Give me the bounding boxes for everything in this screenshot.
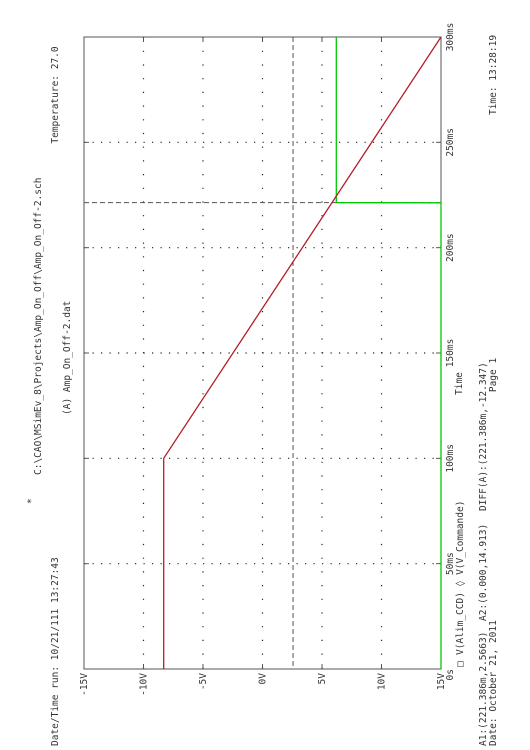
x-tick-label-6: 300ms xyxy=(445,23,456,52)
x-axis-label: Time xyxy=(454,372,465,395)
temperature: Temperature: 27.0 xyxy=(50,46,61,144)
header-run-group: Date/Time run: 10/21/111 13:27:43 xyxy=(50,557,61,746)
legend-marker-green: □ xyxy=(455,661,466,667)
y-tick-label-group-1: 10V xyxy=(377,673,388,690)
y-tick-label-0: 15V xyxy=(436,673,447,690)
x-tick-label-group-3: 150ms xyxy=(445,339,456,368)
legend-group: □ V(Alim_CCD) ◊ V(V_Commande) xyxy=(455,501,466,667)
x-tick-label-1: 50ms xyxy=(445,552,456,575)
ticks xyxy=(83,36,442,670)
y-tick-label-2: 5V xyxy=(317,673,328,685)
legend-text: V(Alim_CCD) ◊ V(V_Commande) xyxy=(455,501,466,655)
header-temp-group: Temperature: 27.0 xyxy=(50,46,61,144)
x-tick-label-group-4: 200ms xyxy=(445,233,456,262)
run-datetime: Date/Time run: 10/21/111 13:27:43 xyxy=(50,557,61,746)
tick-labels: 0s 50ms 100ms 150ms 200ms 250ms 300ms 15V 10V 5V 0… xyxy=(79,23,456,696)
xlabel-group: Time xyxy=(454,372,465,395)
x-tick-label-4: 200ms xyxy=(445,233,456,262)
y-tick-label-group-6: -15V xyxy=(79,673,90,696)
trace-v-alim-ccd- xyxy=(335,37,442,669)
header-marker: * xyxy=(26,498,37,504)
y-tick-label-1: 10V xyxy=(377,673,388,690)
y-tick-label-group-0: 15V xyxy=(436,673,447,690)
x-tick-label-group-0: 0s xyxy=(445,669,456,680)
x-tick-label-0: 0s xyxy=(445,669,456,680)
y-tick-label-group-2: 5V xyxy=(317,673,328,685)
x-tick-label-group-2: 100ms xyxy=(445,444,456,473)
plot-title-group: (A) Amp_On_Off-2.dat xyxy=(62,301,73,415)
footer-page: Page 1 xyxy=(488,358,499,393)
header-marker-group: * xyxy=(26,498,37,504)
x-tick-label-group-6: 300ms xyxy=(445,23,456,52)
footer-time: Time: 13:28:19 xyxy=(488,35,499,115)
y-tick-label-4: -5V xyxy=(198,673,209,690)
traces xyxy=(163,36,442,669)
y-tick-label-5: -10V xyxy=(139,673,150,696)
y-tick-label-group-3: 0V xyxy=(258,673,269,685)
trace-v-v-commande- xyxy=(163,36,442,669)
cursor-diff: DIFF(A):(221.386m,-12.347) xyxy=(478,362,489,511)
y-tick-label-group-5: -10V xyxy=(139,673,150,696)
footer-page-group: Page 1 xyxy=(488,358,499,393)
y-tick-label-group-4: -5V xyxy=(198,673,209,690)
footer-date: Date: October 21, 2011 xyxy=(488,620,499,746)
cursor-a2: A2:(0.000,14.913) xyxy=(478,524,489,621)
footer-time-group: Time: 13:28:19 xyxy=(488,35,499,115)
x-tick-label-2: 100ms xyxy=(445,444,456,473)
x-tick-label-group-1: 50ms xyxy=(445,552,456,575)
schematic-path: C:\CAO\MSimEv_8\Projects\Amp_On_Off\Amp_… xyxy=(33,178,44,475)
x-tick-label-5: 250ms xyxy=(445,128,456,157)
x-tick-label-3: 150ms xyxy=(445,339,456,368)
y-tick-label-3: 0V xyxy=(258,673,269,685)
header-sch-group: C:\CAO\MSimEv_8\Projects\Amp_On_Off\Amp_… xyxy=(33,178,44,475)
cursor-readout-group: A1:(221.386m,2.5663) A2:(0.000,14.913) D… xyxy=(478,362,489,746)
grid xyxy=(84,37,441,669)
x-tick-label-group-5: 250ms xyxy=(445,128,456,157)
footer-date-group: Date: October 21, 2011 xyxy=(488,620,499,746)
y-tick-label-6: -15V xyxy=(79,673,90,696)
cursor-a1: A1:(221.386m,2.5663) xyxy=(478,632,489,746)
plot-title: (A) Amp_On_Off-2.dat xyxy=(62,301,73,415)
